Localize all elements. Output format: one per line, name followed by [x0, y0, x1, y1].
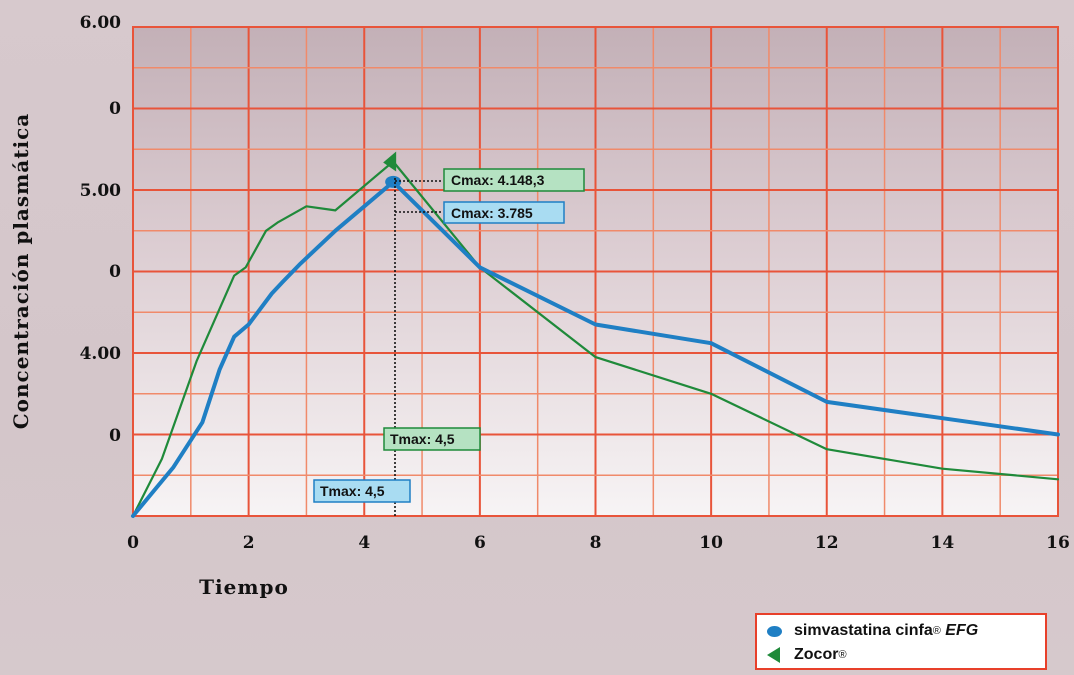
cmax-simva-box	[443, 201, 565, 224]
y-tick-label: 4.00	[80, 344, 122, 364]
tmax-simva-box	[313, 479, 411, 503]
y-axis-ticks: 6.00 0 5.00 0 4.00 0	[80, 13, 122, 446]
legend: simvastatina cinfa ® EFG Zocor ®	[755, 613, 1047, 670]
legend-item-simvastatina: simvastatina cinfa ® EFG	[767, 620, 978, 642]
cmax-marker-zocor	[383, 151, 397, 172]
grid	[132, 26, 1059, 517]
cmax-simva-label: Cmax: 3.785	[451, 205, 533, 221]
x-tick-label: 14	[931, 533, 955, 553]
annotations-layer: Cmax: 4.148,3 Cmax: 3.785 Tmax: 4,5 Tmax…	[313, 168, 585, 516]
x-tick-label: 16	[1046, 533, 1070, 553]
y-tick-label: 0	[109, 99, 121, 119]
y-tick-label: 0	[109, 426, 121, 446]
cmax-zocor-box	[443, 168, 585, 192]
y-tick-label: 6.00	[80, 13, 122, 33]
series-line-zocor	[131, 160, 1060, 518]
x-tick-label: 6	[474, 533, 486, 553]
x-tick-label: 10	[699, 533, 723, 553]
y-tick-label: 5.00	[80, 181, 122, 201]
x-tick-label: 2	[243, 533, 255, 553]
tmax-zocor-label: Tmax: 4,5	[390, 431, 455, 447]
y-tick-label: 0	[109, 262, 121, 282]
triangle-marker-icon	[767, 647, 780, 663]
y-axis-title: Concentración plasmática	[9, 113, 33, 430]
plot-border	[132, 26, 1059, 517]
x-tick-label: 0	[127, 533, 139, 553]
x-axis-ticks: 0 2 4 6 8 10 12 14 16	[127, 533, 1070, 553]
x-tick-label: 8	[590, 533, 602, 553]
cmax-marker-simvastatina	[385, 175, 402, 188]
legend-label-efg: EFG	[945, 622, 979, 639]
legend-label-zocor: Zocor	[794, 646, 839, 663]
registered-mark: ®	[932, 625, 941, 637]
x-tick-label: 4	[358, 533, 370, 553]
tmax-simva-label: Tmax: 4,5	[320, 483, 385, 499]
x-tick-label: 12	[815, 533, 839, 553]
tmax-zocor-box	[383, 427, 481, 451]
series-line-simvastatina	[131, 179, 1060, 518]
series-layer	[131, 151, 1060, 518]
circle-marker-icon	[767, 625, 782, 637]
x-axis-title: Tiempo	[199, 575, 289, 599]
registered-mark: ®	[838, 649, 847, 661]
legend-label-simvastatina: simvastatina cinfa	[794, 622, 933, 639]
legend-item-zocor: Zocor ®	[767, 644, 847, 666]
cmax-zocor-label: Cmax: 4.148,3	[451, 172, 545, 188]
